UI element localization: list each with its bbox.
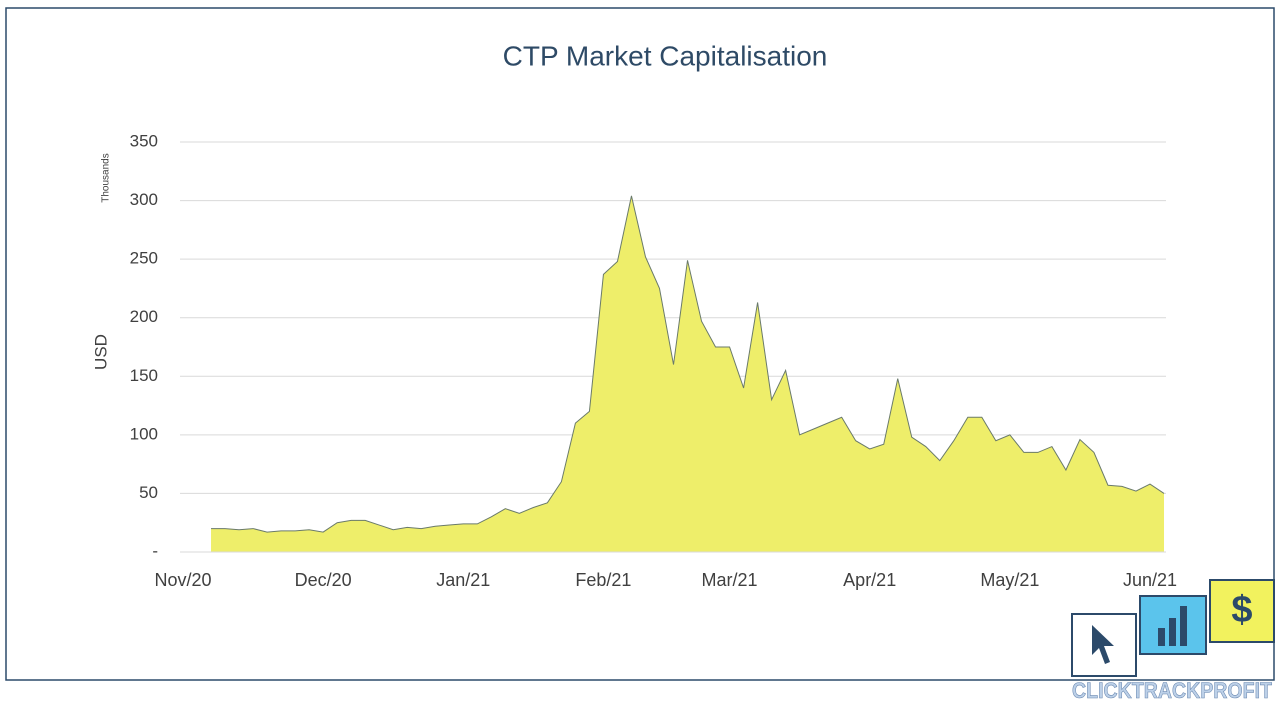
x-tick-label: May/21 (980, 570, 1039, 590)
area-outline (211, 195, 1165, 533)
y-tick-label: 50 (139, 483, 158, 502)
logo-cursor (1092, 625, 1114, 664)
x-tick-label: Jun/21 (1123, 570, 1177, 590)
x-tick-label: Nov/20 (154, 570, 211, 590)
x-tick-label: Jan/21 (436, 570, 490, 590)
logo-bar (1169, 618, 1176, 646)
y-axis-label: USD (91, 334, 110, 370)
y-unit-label: Thousands (101, 153, 112, 202)
x-tick-label: Dec/20 (295, 570, 352, 590)
logo: $ CLICKTRACKPROFIT (1071, 579, 1275, 703)
x-tick-label: Mar/21 (702, 570, 758, 590)
y-tick-label: 100 (130, 424, 158, 443)
chart-title: CTP Market Capitalisation (503, 40, 828, 71)
logo-dollar-box (1209, 579, 1275, 643)
logo-bar (1180, 606, 1187, 646)
logo-dollar: $ (1231, 589, 1252, 631)
x-tick-label: Apr/21 (843, 570, 896, 590)
y-tick-label: - (152, 541, 158, 560)
y-tick-label: 250 (130, 249, 158, 268)
x-tick-label: Feb/21 (575, 570, 631, 590)
logo-bar (1158, 628, 1165, 646)
y-tick-label: 150 (130, 366, 158, 385)
logo-text: CLICKTRACKPROFIT (1072, 678, 1272, 703)
y-tick-label: 350 (130, 131, 158, 150)
area (211, 195, 1165, 552)
y-tick-label: 200 (130, 307, 158, 326)
y-tick-label: 300 (130, 190, 158, 209)
